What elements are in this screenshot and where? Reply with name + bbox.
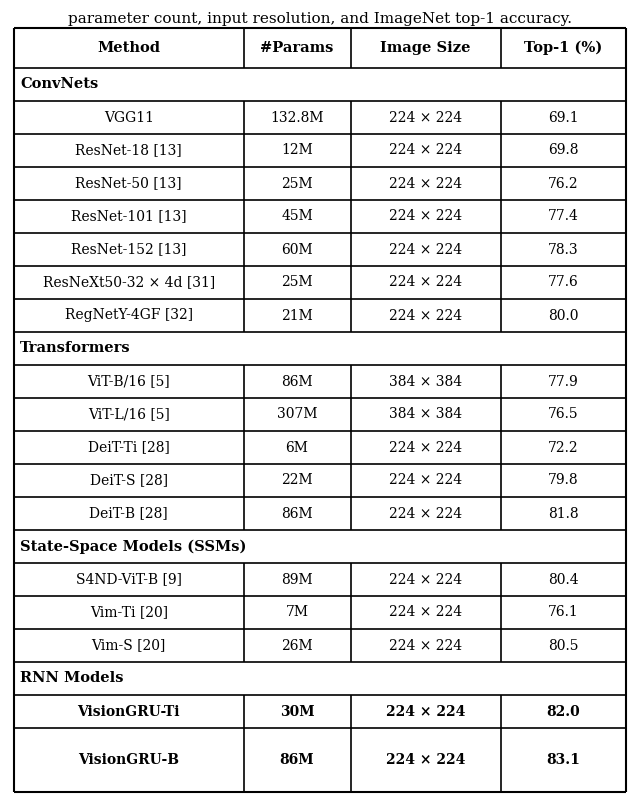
Text: ResNet-18 [13]: ResNet-18 [13]	[76, 144, 182, 157]
Text: VisionGRU-Ti: VisionGRU-Ti	[77, 705, 180, 718]
Text: 224 × 224: 224 × 224	[389, 572, 462, 587]
Text: DeiT-B [28]: DeiT-B [28]	[90, 507, 168, 520]
Text: 6M: 6M	[285, 440, 308, 455]
Text: 80.4: 80.4	[548, 572, 579, 587]
Text: 307M: 307M	[277, 408, 317, 421]
Text: 78.3: 78.3	[548, 243, 579, 256]
Text: RegNetY-4GF [32]: RegNetY-4GF [32]	[65, 309, 193, 322]
Text: RNN Models: RNN Models	[20, 671, 124, 685]
Text: 30M: 30M	[280, 705, 314, 718]
Text: 224 × 224: 224 × 224	[389, 638, 462, 653]
Text: 86M: 86M	[281, 374, 313, 389]
Text: ViT-B/16 [5]: ViT-B/16 [5]	[88, 374, 170, 389]
Text: 69.8: 69.8	[548, 144, 579, 157]
Text: 224 × 224: 224 × 224	[389, 110, 462, 124]
Text: Top-1 (%): Top-1 (%)	[524, 41, 602, 55]
Text: 224 × 224: 224 × 224	[389, 243, 462, 256]
Text: 224 × 224: 224 × 224	[389, 275, 462, 290]
Text: VisionGRU-B: VisionGRU-B	[78, 753, 179, 767]
Text: Vim-Ti [20]: Vim-Ti [20]	[90, 606, 168, 619]
Text: State-Space Models (SSMs): State-Space Models (SSMs)	[20, 539, 246, 554]
Text: 45M: 45M	[281, 210, 313, 223]
Text: 22M: 22M	[281, 473, 313, 488]
Text: DeiT-S [28]: DeiT-S [28]	[90, 473, 168, 488]
Text: 76.2: 76.2	[548, 176, 579, 191]
Text: 25M: 25M	[281, 176, 313, 191]
Text: 224 × 224: 224 × 224	[389, 606, 462, 619]
Text: 384 × 384: 384 × 384	[389, 408, 462, 421]
Text: 224 × 224: 224 × 224	[389, 210, 462, 223]
Text: #Params: #Params	[260, 41, 333, 55]
Text: 224 × 224: 224 × 224	[389, 440, 462, 455]
Text: Method: Method	[97, 41, 160, 55]
Text: 224 × 224: 224 × 224	[389, 473, 462, 488]
Text: ResNet-50 [13]: ResNet-50 [13]	[76, 176, 182, 191]
Text: DeiT-Ti [28]: DeiT-Ti [28]	[88, 440, 170, 455]
Text: 60M: 60M	[281, 243, 313, 256]
Text: ResNet-101 [13]: ResNet-101 [13]	[71, 210, 187, 223]
Text: Image Size: Image Size	[380, 41, 471, 55]
Text: 76.5: 76.5	[548, 408, 579, 421]
Text: 224 × 224: 224 × 224	[389, 144, 462, 157]
Text: 21M: 21M	[281, 309, 313, 322]
Text: 76.1: 76.1	[548, 606, 579, 619]
Text: 224 × 224: 224 × 224	[386, 753, 465, 767]
Text: 12M: 12M	[281, 144, 313, 157]
Text: 25M: 25M	[281, 275, 313, 290]
Text: 86M: 86M	[281, 507, 313, 520]
Text: 384 × 384: 384 × 384	[389, 374, 462, 389]
Text: 26M: 26M	[281, 638, 313, 653]
Text: 77.6: 77.6	[548, 275, 579, 290]
Text: parameter count, input resolution, and ImageNet top-1 accuracy.: parameter count, input resolution, and I…	[68, 12, 572, 26]
Text: 86M: 86M	[280, 753, 314, 767]
Text: 83.1: 83.1	[547, 753, 580, 767]
Text: ViT-L/16 [5]: ViT-L/16 [5]	[88, 408, 170, 421]
Text: VGG11: VGG11	[104, 110, 154, 124]
Text: 224 × 224: 224 × 224	[386, 705, 465, 718]
Text: 224 × 224: 224 × 224	[389, 507, 462, 520]
Text: Vim-S [20]: Vim-S [20]	[92, 638, 166, 653]
Text: S4ND-ViT-B [9]: S4ND-ViT-B [9]	[76, 572, 182, 587]
Text: 77.9: 77.9	[548, 374, 579, 389]
Text: 224 × 224: 224 × 224	[389, 176, 462, 191]
Text: 89M: 89M	[281, 572, 313, 587]
Text: 7M: 7M	[285, 606, 308, 619]
Text: 80.5: 80.5	[548, 638, 579, 653]
Text: 224 × 224: 224 × 224	[389, 309, 462, 322]
Text: ResNet-152 [13]: ResNet-152 [13]	[71, 243, 186, 256]
Text: 69.1: 69.1	[548, 110, 579, 124]
Text: 72.2: 72.2	[548, 440, 579, 455]
Text: Transformers: Transformers	[20, 342, 131, 355]
Text: 132.8M: 132.8M	[270, 110, 324, 124]
Text: 79.8: 79.8	[548, 473, 579, 488]
Text: 80.0: 80.0	[548, 309, 579, 322]
Text: 77.4: 77.4	[548, 210, 579, 223]
Text: 82.0: 82.0	[547, 705, 580, 718]
Text: ResNeXt50-32 × 4d [31]: ResNeXt50-32 × 4d [31]	[43, 275, 215, 290]
Text: ConvNets: ConvNets	[20, 77, 99, 92]
Text: 81.8: 81.8	[548, 507, 579, 520]
